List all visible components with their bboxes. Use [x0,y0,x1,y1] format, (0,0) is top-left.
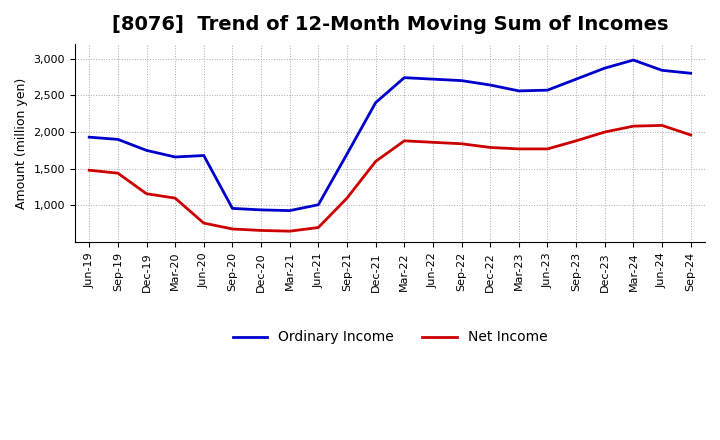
Ordinary Income [629,57,638,62]
Ordinary Income [171,154,179,160]
Ordinary Income [228,206,237,211]
Net Income [457,141,466,147]
Ordinary Income [428,77,437,82]
Line: Ordinary Income: Ordinary Income [89,60,690,211]
Net Income [515,146,523,151]
Ordinary Income [572,77,580,82]
Net Income [572,138,580,143]
Ordinary Income [285,208,294,213]
Net Income [486,145,495,150]
Net Income [657,123,666,128]
Ordinary Income [372,100,380,105]
Ordinary Income [142,148,150,153]
Y-axis label: Amount (million yen): Amount (million yen) [15,77,28,209]
Net Income [171,195,179,201]
Ordinary Income [486,82,495,88]
Net Income [629,124,638,129]
Net Income [428,139,437,145]
Net Income [142,191,150,196]
Net Income [285,228,294,234]
Ordinary Income [314,202,323,207]
Net Income [199,220,208,226]
Ordinary Income [85,135,94,140]
Ordinary Income [600,66,609,71]
Net Income [686,132,695,138]
Ordinary Income [457,78,466,83]
Ordinary Income [257,207,266,213]
Ordinary Income [686,71,695,76]
Ordinary Income [543,88,552,93]
Legend: Ordinary Income, Net Income: Ordinary Income, Net Income [227,325,553,350]
Title: [8076]  Trend of 12-Month Moving Sum of Incomes: [8076] Trend of 12-Month Moving Sum of I… [112,15,668,34]
Net Income [114,171,122,176]
Net Income [543,146,552,151]
Net Income [228,226,237,231]
Ordinary Income [515,88,523,94]
Ordinary Income [114,137,122,142]
Line: Net Income: Net Income [89,125,690,231]
Net Income [400,138,408,143]
Net Income [372,159,380,164]
Net Income [600,129,609,135]
Ordinary Income [343,151,351,157]
Net Income [257,228,266,233]
Ordinary Income [199,153,208,158]
Ordinary Income [657,68,666,73]
Net Income [314,225,323,230]
Net Income [85,168,94,173]
Net Income [343,195,351,201]
Ordinary Income [400,75,408,81]
